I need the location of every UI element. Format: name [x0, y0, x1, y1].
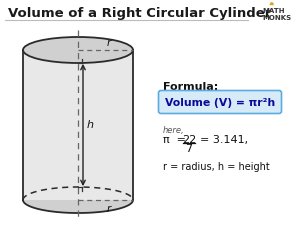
- Text: 22: 22: [182, 135, 196, 145]
- FancyBboxPatch shape: [158, 90, 281, 113]
- Text: Formula:: Formula:: [163, 82, 218, 92]
- Text: Volume (V) = πr²h: Volume (V) = πr²h: [165, 97, 275, 107]
- Text: r: r: [106, 204, 111, 214]
- Text: MATH
MONKS: MATH MONKS: [262, 8, 291, 20]
- Text: here,: here,: [163, 126, 184, 135]
- Text: 7: 7: [185, 144, 193, 154]
- Text: r = radius, h = height: r = radius, h = height: [163, 162, 270, 172]
- Polygon shape: [23, 50, 133, 200]
- Ellipse shape: [23, 187, 133, 213]
- Ellipse shape: [23, 37, 133, 63]
- Text: π  =: π =: [163, 135, 186, 145]
- Text: h: h: [87, 120, 94, 130]
- Text: r: r: [106, 38, 111, 48]
- Text: = 3.141,: = 3.141,: [200, 135, 248, 145]
- Polygon shape: [270, 2, 274, 5]
- Text: Volume of a Right Circular Cylinder: Volume of a Right Circular Cylinder: [8, 7, 272, 19]
